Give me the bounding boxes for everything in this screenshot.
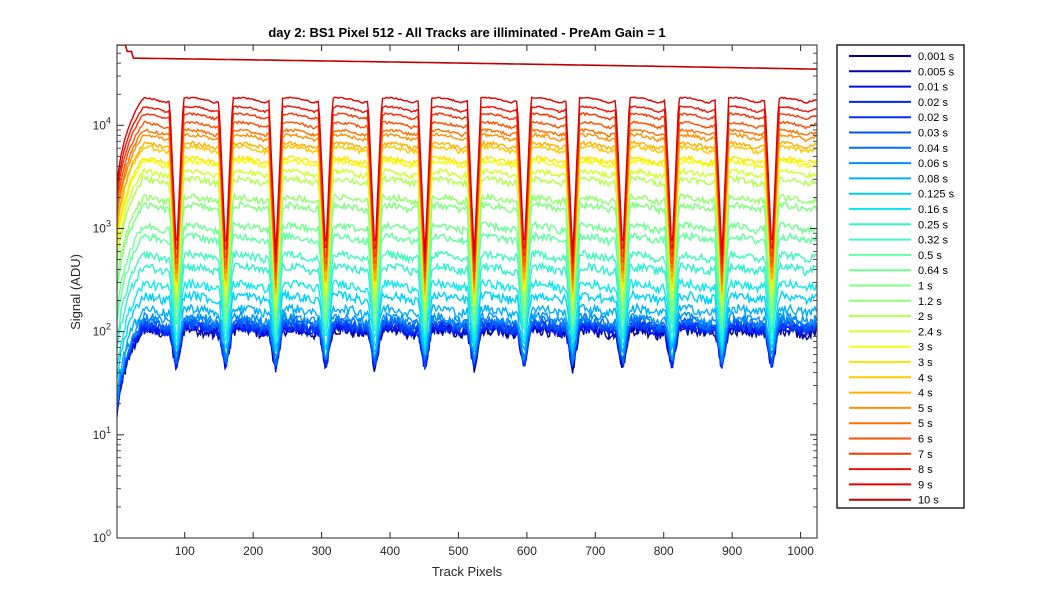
plot-frame — [116, 44, 818, 539]
legend-label: 2.4 s — [918, 326, 942, 338]
x-tick-label: 400 — [380, 544, 400, 558]
legend-label: 0.03 s — [918, 128, 948, 140]
x-tick-label: 900 — [722, 544, 742, 558]
series-line — [117, 260, 817, 350]
legend-label: 0.005 s — [918, 66, 955, 78]
legend-label: 2 s — [918, 311, 933, 323]
legend-label: 0.001 s — [918, 51, 955, 63]
legend-label: 0.64 s — [918, 265, 948, 277]
legend-label: 0.125 s — [918, 189, 955, 201]
legend-label: 3 s — [918, 342, 933, 354]
legend-label: 6 s — [918, 434, 933, 446]
legend-label: 0.01 s — [918, 82, 948, 94]
chart-title: day 2: BS1 Pixel 512 - All Tracks are il… — [268, 25, 665, 40]
legend-label: 0.16 s — [918, 204, 948, 216]
legend-label: 5 s — [918, 403, 933, 415]
series-line — [117, 288, 817, 379]
legend-entries: 0.001 s 0.005 s 0.01 s 0.02 s 0.02 s 0.03 s 0.… — [849, 51, 955, 507]
series-line — [117, 248, 817, 336]
legend: 0.001 s 0.005 s 0.01 s 0.02 s 0.02 s 0.03 s 0.… — [836, 44, 965, 509]
legend-label: 0.25 s — [918, 219, 948, 231]
legend-label: 9 s — [918, 479, 933, 491]
series-line — [117, 200, 817, 320]
x-axis-label: Track Pixels — [432, 564, 503, 579]
legend-label: 0.06 s — [918, 158, 948, 170]
series-line — [117, 111, 817, 273]
legend-label: 1 s — [918, 281, 933, 293]
legend-label: 0.04 s — [918, 143, 948, 155]
plot-area — [116, 44, 818, 539]
legend-label: 0.02 s — [918, 97, 948, 109]
series-line — [117, 167, 817, 310]
legend-label: 5 s — [918, 418, 933, 430]
series-line — [117, 310, 817, 405]
series-line — [117, 191, 817, 319]
series-line — [117, 139, 817, 294]
legend-label: 0.5 s — [918, 250, 942, 262]
legend-label: 0.32 s — [918, 235, 948, 247]
y-axis-label: Signal (ADU) — [68, 254, 83, 330]
legend-label: 10 s — [918, 495, 939, 507]
x-tick-label: 500 — [448, 544, 468, 558]
series-line — [117, 127, 817, 285]
legend-label: 4 s — [918, 372, 933, 384]
legend-label: 7 s — [918, 449, 933, 461]
y-tick-label: 103 — [93, 218, 111, 235]
series-line — [117, 131, 817, 289]
x-axis: 100 200 300 400 500 600 700 800 900 1000 — [175, 45, 814, 558]
y-tick-label: 104 — [93, 115, 111, 132]
series-line — [117, 313, 817, 409]
series-line — [117, 96, 817, 257]
series-line — [117, 302, 817, 394]
x-tick-label: 200 — [243, 544, 263, 558]
x-tick-label: 1000 — [787, 544, 814, 558]
y-axis: 100 101 102 103 104 — [93, 44, 817, 545]
series-line — [117, 174, 817, 313]
legend-label: 0.08 s — [918, 173, 948, 185]
x-tick-label: 300 — [312, 544, 332, 558]
x-tick-label: 700 — [585, 544, 605, 558]
series-line — [117, 230, 817, 331]
legend-box — [836, 44, 965, 509]
y-tick-label: 102 — [93, 322, 111, 339]
series-line — [117, 220, 817, 327]
x-tick-label: 600 — [517, 544, 537, 558]
series-line — [117, 277, 817, 366]
legend-label: 8 s — [918, 464, 933, 476]
x-tick-label: 100 — [175, 544, 195, 558]
y-tick-label: 101 — [93, 425, 111, 442]
series-line — [117, 104, 817, 265]
legend-label: 3 s — [918, 357, 933, 369]
series-line — [117, 119, 817, 279]
series-line — [117, 154, 817, 302]
legend-label: 4 s — [918, 388, 933, 400]
legend-label: 1.2 s — [918, 296, 942, 308]
series-group — [117, 45, 817, 417]
y-tick-label: 100 — [93, 528, 111, 545]
x-tick-label: 800 — [654, 544, 674, 558]
legend-label: 0.02 s — [918, 112, 948, 124]
series-line — [117, 45, 817, 70]
